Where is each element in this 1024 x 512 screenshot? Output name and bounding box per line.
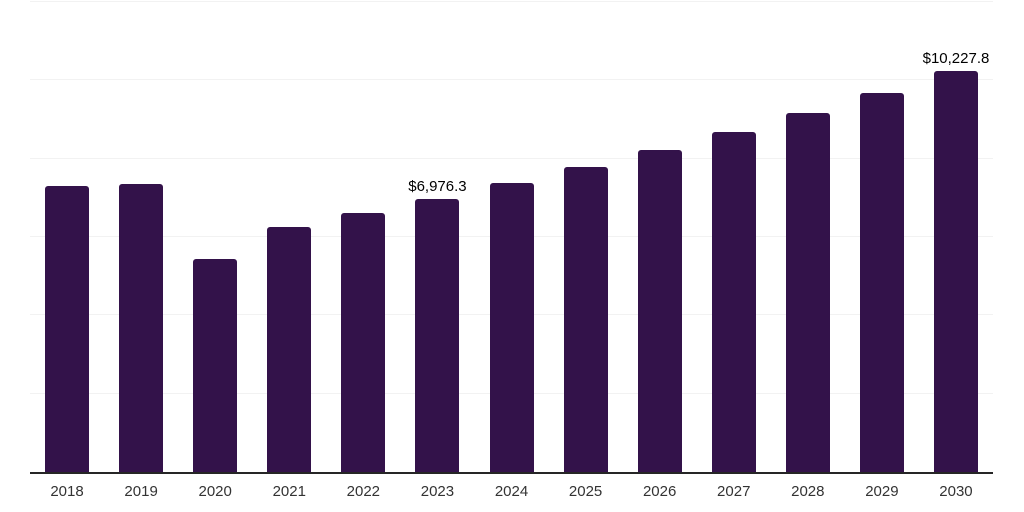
bar-2018	[45, 186, 90, 472]
bar-2029	[859, 92, 904, 472]
bar-slot-2023: $6,976.3	[400, 2, 474, 472]
x-tick-label-2019: 2019	[124, 483, 158, 500]
x-tick-label-2018: 2018	[50, 483, 84, 500]
gridline-8000	[30, 157, 993, 159]
bar-2026	[637, 150, 682, 472]
bar-2024	[489, 183, 534, 472]
plot-area: $6,976.3 $10,227.8	[30, 1, 993, 474]
bar-slot-2027	[697, 2, 771, 472]
gridline-10000	[30, 79, 993, 81]
bar-2028	[785, 112, 830, 472]
bar-slot-2030: $10,227.8	[919, 2, 993, 472]
data-label-2023: $6,976.3	[408, 177, 467, 195]
bar-2027	[711, 131, 756, 472]
bar-2023	[415, 198, 460, 472]
x-tick-label-2029: 2029	[865, 483, 899, 500]
bar-2022	[341, 212, 386, 472]
bar-2021	[267, 226, 312, 472]
bar-series: $6,976.3 $10,227.8	[30, 2, 993, 472]
bar-slot-2028	[771, 2, 845, 472]
data-label-2030: $10,227.8	[922, 50, 990, 68]
x-tick-label-2021: 2021	[272, 483, 306, 500]
x-tick-label-2028: 2028	[791, 483, 825, 500]
bar-slot-2018	[30, 2, 104, 472]
gridline-12000	[30, 1, 993, 2]
bar-2025	[563, 167, 608, 472]
x-tick-label-2027: 2027	[717, 483, 751, 500]
bar-slot-2022	[326, 2, 400, 472]
bar-slot-2029	[845, 2, 919, 472]
bar-2019	[119, 183, 164, 472]
x-tick-label-2024: 2024	[494, 483, 529, 500]
bar-slot-2019	[104, 2, 178, 472]
bar-slot-2021	[252, 2, 326, 472]
bar-slot-2024	[474, 2, 548, 472]
x-tick-label-2025: 2025	[568, 483, 603, 500]
bar-slot-2025	[549, 2, 623, 472]
x-tick-label-2030: 2030	[939, 483, 973, 500]
x-tick-label-2022: 2022	[346, 483, 381, 500]
bar-slot-2026	[623, 2, 697, 472]
bar-2030	[933, 71, 978, 472]
x-tick-label-2023: 2023	[420, 483, 455, 500]
x-tick-label-2020: 2020	[198, 483, 232, 500]
bar-2020	[193, 258, 238, 472]
x-axis-labels: 2018 2019 2020 2021 2022 2023 2024 2025 2026 2027…	[30, 483, 993, 500]
bar-slot-2020	[178, 2, 252, 472]
x-tick-label-2026: 2026	[642, 483, 677, 500]
